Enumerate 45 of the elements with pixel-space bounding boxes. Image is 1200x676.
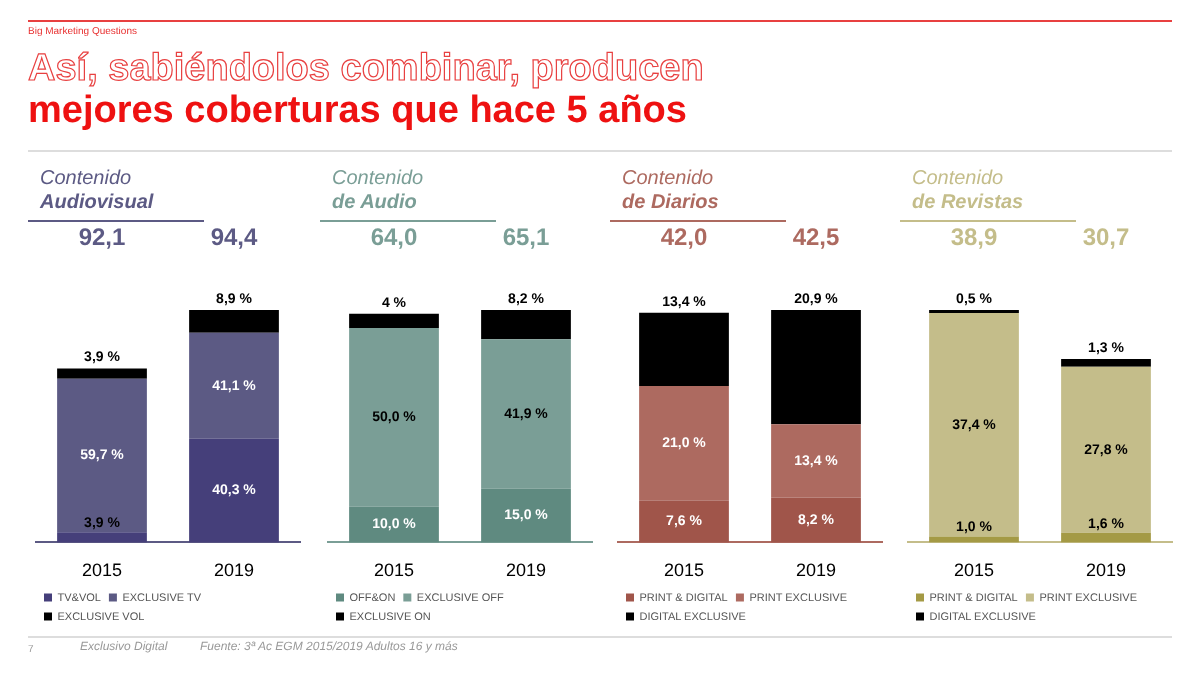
bar xyxy=(1061,532,1151,543)
bar xyxy=(481,488,571,543)
bar xyxy=(929,312,1019,537)
x-tick-label: 2015 xyxy=(81,560,123,581)
bar xyxy=(349,313,439,329)
bar xyxy=(771,309,861,425)
text: 92,1 xyxy=(78,222,126,251)
x-tick-label: 2019 xyxy=(505,560,547,581)
bar xyxy=(481,309,571,340)
bar xyxy=(189,438,279,543)
text: mejores coberturas que hace 5 años xyxy=(28,90,687,134)
text: 42,0 xyxy=(660,222,708,251)
text: 42,5 xyxy=(792,222,840,251)
bar xyxy=(57,532,147,543)
x-tick-label: 2019 xyxy=(213,560,255,581)
text: 64,0 xyxy=(370,222,418,251)
chart-title: Contenido de Audio xyxy=(332,168,424,214)
bar xyxy=(189,332,279,439)
bar xyxy=(771,424,861,498)
bar xyxy=(1061,366,1151,533)
bar xyxy=(481,339,571,489)
text: 65,1 xyxy=(502,222,550,251)
x-tick-label: 2019 xyxy=(795,560,837,581)
bar xyxy=(57,378,147,533)
x-tick-label: 2015 xyxy=(953,560,995,581)
bar xyxy=(639,385,729,501)
chart-title: Contenido de Revistas xyxy=(912,168,1024,214)
chart-title: Contenido Audiovisual xyxy=(40,168,154,214)
text: 94,4 xyxy=(210,222,258,251)
text: Así, sabiéndolos combinar, producen xyxy=(28,48,704,92)
bar xyxy=(639,500,729,543)
text: 38,9 xyxy=(950,222,998,251)
text: 30,7 xyxy=(1082,222,1130,251)
bar xyxy=(189,309,279,333)
bar xyxy=(349,328,439,507)
bar xyxy=(639,312,729,386)
bar xyxy=(57,368,147,379)
bar xyxy=(929,536,1019,543)
bar xyxy=(349,506,439,543)
x-tick-label: 2019 xyxy=(1085,560,1127,581)
x-tick-label: 2015 xyxy=(663,560,705,581)
bar xyxy=(1061,358,1151,367)
x-tick-label: 2015 xyxy=(373,560,415,581)
bar xyxy=(771,497,861,543)
chart-title: Contenido de Diarios xyxy=(622,168,719,214)
